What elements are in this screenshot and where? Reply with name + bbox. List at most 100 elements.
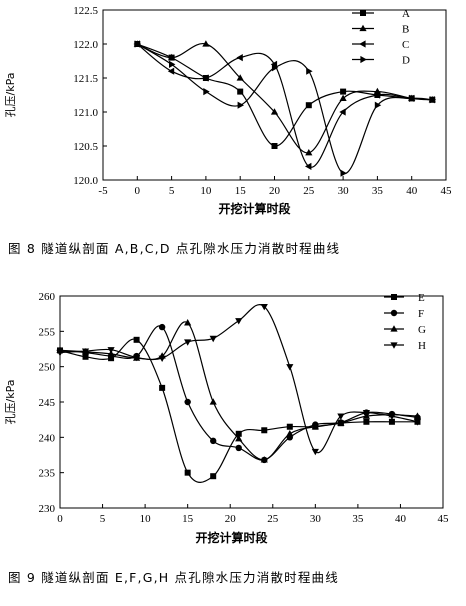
plot-frame xyxy=(59,295,444,509)
y-tick-label: 121.5 xyxy=(73,73,98,85)
data-point-F xyxy=(158,323,166,331)
legend-marker-E xyxy=(391,294,397,300)
data-point-E xyxy=(82,353,89,360)
data-point-D xyxy=(203,88,210,96)
series-line-B xyxy=(137,43,433,154)
data-point-B xyxy=(270,108,279,115)
legend-label-A: A xyxy=(402,8,410,20)
data-point-C xyxy=(305,162,312,170)
legend-label-H: H xyxy=(418,340,426,352)
data-point-B xyxy=(236,74,244,81)
y-tick-label: 245 xyxy=(39,397,56,409)
data-point-H xyxy=(209,335,217,343)
x-tick-label: 40 xyxy=(395,513,407,525)
legend-marker-D xyxy=(360,55,367,64)
y-axis-label: 孔压/kPa xyxy=(4,380,17,425)
x-tick-label: 0 xyxy=(57,513,63,525)
data-point-H xyxy=(107,347,115,354)
data-point-E xyxy=(184,469,191,476)
x-tick-label: 40 xyxy=(406,185,418,197)
data-point-D xyxy=(237,101,244,109)
series-line-D xyxy=(136,43,433,174)
data-point-A xyxy=(340,88,347,95)
data-point-E xyxy=(235,430,242,437)
x-tick-label: 35 xyxy=(352,513,364,525)
legend-marker-C xyxy=(359,40,366,48)
data-point-A xyxy=(305,102,312,109)
y-tick-label: 122.0 xyxy=(73,39,98,51)
data-point-B xyxy=(168,53,176,61)
x-tick-label: 25 xyxy=(267,513,279,525)
data-point-H xyxy=(413,419,422,426)
x-tick-label: 30 xyxy=(338,185,350,197)
data-point-G xyxy=(311,422,319,430)
data-point-E xyxy=(159,384,166,391)
y-tick-label: 120.0 xyxy=(73,175,98,187)
data-point-C xyxy=(373,91,380,99)
x-axis-label: 开挖计算时段 xyxy=(218,201,291,216)
x-tick-label: 25 xyxy=(303,185,315,197)
data-point-G xyxy=(235,434,243,442)
x-tick-label: 15 xyxy=(235,185,247,197)
y-axis-label: 孔压/kPa xyxy=(4,73,17,118)
figure-caption: 图 9 隧道纵剖面 E,F,G,H 点孔隙水压力消散时程曲线 xyxy=(8,570,339,585)
data-point-G xyxy=(209,398,217,405)
x-tick-label: 10 xyxy=(200,185,212,197)
data-point-H xyxy=(362,410,370,417)
legend-label-C: C xyxy=(402,39,409,51)
data-point-D xyxy=(409,94,416,102)
y-tick-label: 260 xyxy=(39,291,56,303)
x-tick-label: 20 xyxy=(225,513,237,525)
x-tick-label: 45 xyxy=(441,185,453,197)
data-point-D xyxy=(306,67,313,75)
data-point-H xyxy=(133,354,141,362)
data-point-G xyxy=(260,456,268,463)
x-tick-label: 30 xyxy=(310,513,322,525)
data-point-C xyxy=(167,67,175,75)
legend-label-B: B xyxy=(402,24,409,36)
data-point-F xyxy=(210,437,217,445)
data-point-H xyxy=(235,318,243,325)
data-point-E xyxy=(363,418,370,425)
legend-label-F: F xyxy=(418,308,424,320)
legend-label-E: E xyxy=(418,292,425,304)
series-line-H xyxy=(59,304,418,454)
data-point-C xyxy=(202,74,209,82)
y-tick-label: 121.0 xyxy=(73,107,98,119)
data-point-D xyxy=(340,169,347,177)
legend-marker-F xyxy=(390,309,398,317)
data-point-H xyxy=(286,364,294,371)
x-tick-label: 20 xyxy=(269,185,281,197)
data-point-D xyxy=(429,96,437,104)
data-point-D xyxy=(271,64,279,72)
x-tick-label: 5 xyxy=(169,185,175,197)
x-tick-label: 0 xyxy=(135,185,141,197)
legend-marker-B xyxy=(359,24,367,32)
data-point-H xyxy=(81,348,90,355)
data-point-H xyxy=(184,339,192,346)
x-tick-label: 45 xyxy=(438,513,450,525)
legend-marker-A xyxy=(360,10,366,16)
data-point-H xyxy=(260,304,268,311)
series-line-A xyxy=(137,43,433,147)
data-point-H xyxy=(158,355,166,362)
y-tick-label: 240 xyxy=(39,432,56,444)
data-point-C xyxy=(236,54,243,62)
data-point-E xyxy=(286,423,293,430)
data-point-B xyxy=(202,40,210,47)
data-point-H xyxy=(388,413,396,420)
data-point-E xyxy=(261,427,268,434)
legend-label-G: G xyxy=(418,324,426,336)
data-point-B xyxy=(339,94,347,101)
data-point-C xyxy=(270,60,278,68)
figure-caption: 图 8 隧道纵剖面 A,B,C,D 点孔隙水压力消散时程曲线 xyxy=(8,241,340,256)
data-point-H xyxy=(56,349,64,357)
data-point-F xyxy=(184,398,191,406)
x-tick-label: 10 xyxy=(140,513,152,525)
y-tick-label: 122.5 xyxy=(73,5,98,17)
series-line-C xyxy=(136,43,433,168)
data-point-G xyxy=(337,419,345,426)
legend-marker-H xyxy=(390,342,398,349)
chart-1: -5 0 5 10 15 20 25 30 35 40 45 120.0 120.5 121.0 121.5… xyxy=(4,5,452,256)
